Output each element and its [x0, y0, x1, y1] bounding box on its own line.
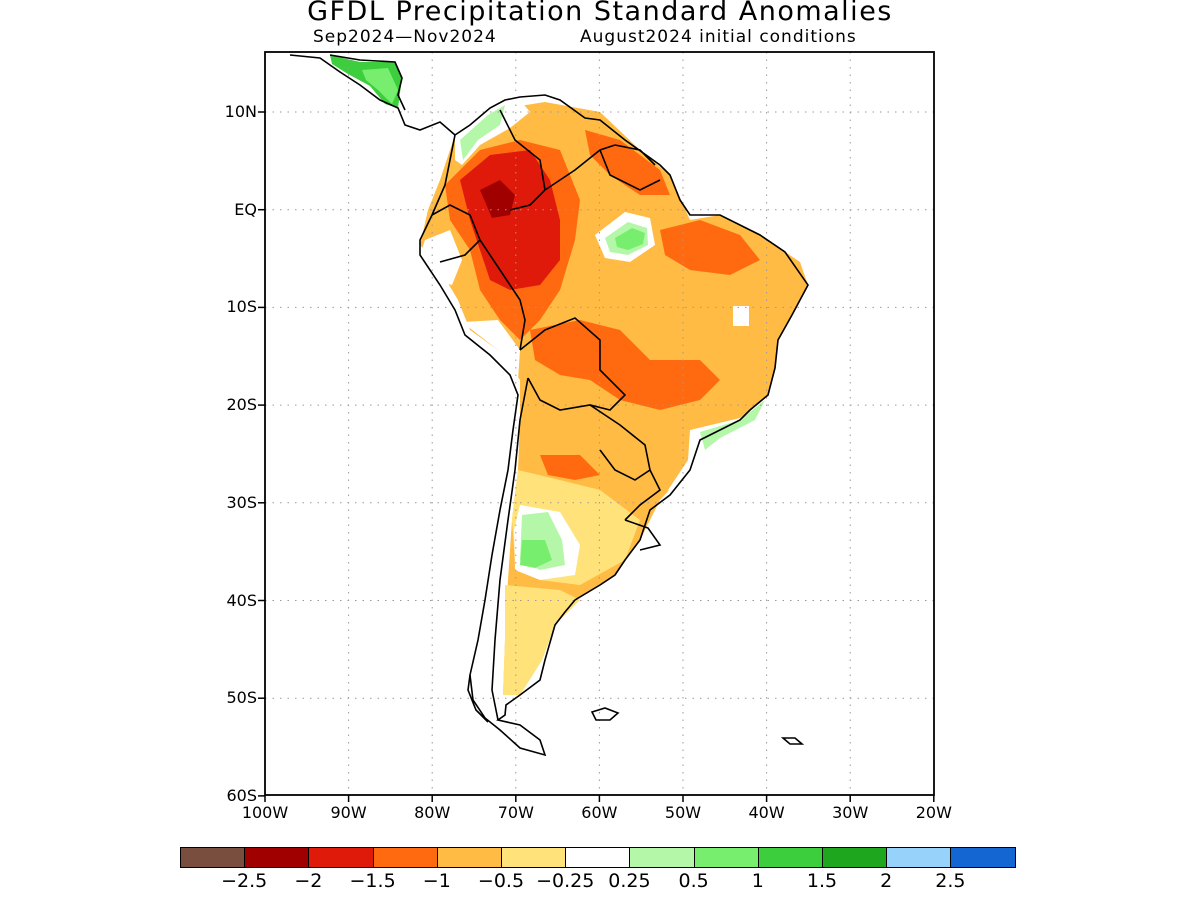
colorbar-swatch: [693, 847, 759, 868]
colorbar-swatch: [886, 847, 952, 868]
chaco-dry: [540, 455, 600, 480]
central-america-north-coast: [329, 54, 406, 111]
ne-brazil-blank: [733, 306, 749, 326]
colorbar-label: −2: [294, 870, 323, 892]
falkland-islands: [590, 707, 620, 721]
chile-argentina-border: [491, 377, 529, 721]
longitude-label: 90W: [330, 803, 367, 822]
colorbar-swatch: [372, 847, 438, 868]
latitude-label: 10N: [224, 102, 257, 121]
axis-ticks: [258, 111, 935, 802]
uruguay-border: [624, 519, 662, 551]
guianas-borders: [599, 144, 661, 191]
colorbar-swatch: [757, 847, 823, 868]
amazon-extreme-dry: [480, 180, 515, 218]
longitude-label: 70W: [497, 803, 534, 822]
venezuela-brazil-border: [544, 144, 616, 191]
latitude-label: 60S: [226, 785, 257, 805]
colorbar-swatch: [308, 847, 374, 868]
colorbar-swatch: [822, 847, 888, 868]
argentina-brazil-border: [624, 469, 662, 521]
ecuador-border: [431, 204, 481, 263]
colorbar-label: 0.5: [678, 870, 709, 892]
longitude-label: 20W: [915, 803, 952, 822]
colorbar-label: 2.5: [935, 870, 966, 892]
patagonia-yellow: [503, 585, 580, 695]
colorbar-label: 2: [880, 870, 893, 892]
colorbar-label: −1.5: [349, 870, 396, 892]
south-america-coastline: [419, 94, 809, 757]
latitude-label: 20S: [226, 395, 257, 415]
latitude-label: EQ: [234, 199, 257, 219]
latitude-label: 30S: [226, 492, 257, 512]
central-america-coastline: [289, 54, 456, 136]
colorbar-swatch: [565, 847, 631, 868]
longitude-label: 60W: [581, 803, 618, 822]
bolivia-border: [519, 317, 627, 411]
colombia-venezuela-border: [499, 109, 546, 211]
longitude-label: 30W: [832, 803, 869, 822]
colombia-coast-wet: [460, 105, 505, 160]
peru-border: [479, 239, 526, 351]
coastlines: [289, 54, 809, 757]
colombia-coast-near-normal: [455, 100, 530, 165]
latitude-label: 40S: [226, 590, 257, 610]
south-georgia: [780, 737, 805, 745]
pacific-coast-near-normal: [462, 320, 520, 520]
initial-conditions-subtitle: August2024 initial conditions: [580, 27, 857, 47]
amazon-severe-dry: [460, 150, 560, 290]
colorbar-swatch: [950, 847, 1016, 868]
anomaly-fields: [330, 55, 808, 695]
latitude-label: 50S: [226, 688, 257, 708]
colorbar-label: −2.5: [221, 870, 268, 892]
colorbar-label: −1: [422, 870, 451, 892]
longitude-label: 50W: [664, 803, 702, 822]
colorbar-swatch: [244, 847, 310, 868]
colorbar-label: −0.25: [536, 870, 595, 892]
colorbar-label: 1.5: [806, 870, 838, 892]
colorbar-swatch: [436, 847, 502, 868]
argentina-wet: [520, 540, 552, 568]
central-america-light-wet: [362, 68, 398, 104]
longitude-label: 100W: [241, 803, 289, 822]
guianas-dry: [585, 130, 670, 195]
colorbar-label: −0.5: [477, 870, 525, 892]
colorbar-swatch: [629, 847, 695, 868]
colorbar-swatch: [180, 847, 246, 868]
central-brazil-dry: [530, 320, 720, 410]
season-subtitle: Sep2024—Nov2024: [313, 27, 497, 47]
latitude-label: 10S: [226, 297, 257, 317]
colorbar-label: 1: [751, 870, 764, 892]
longitude-label: 80W: [414, 803, 451, 822]
colorbar-swatch: [501, 847, 567, 868]
longitude-label: 40W: [748, 803, 785, 822]
map-title: GFDL Precipitation Standard Anomalies: [307, 0, 893, 27]
northern-brazil-dry: [660, 220, 760, 275]
lower-amazon-wet: [615, 228, 645, 250]
se-brazil-wet: [700, 400, 765, 450]
colorbar-label: 0.25: [608, 870, 651, 892]
chiloe-archipelago: [467, 674, 489, 723]
